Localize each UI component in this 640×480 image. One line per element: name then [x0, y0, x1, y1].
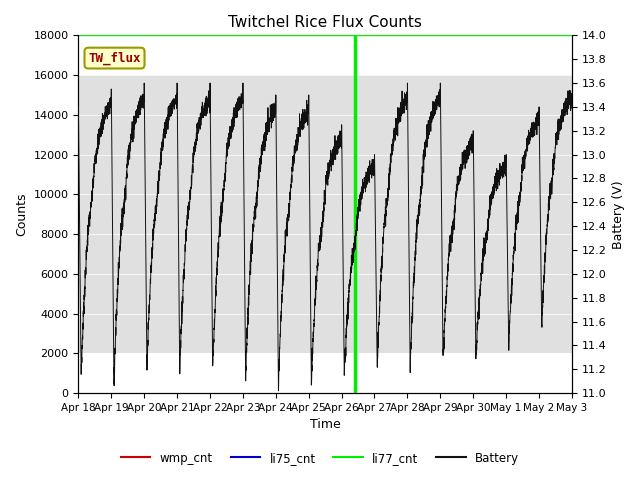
Title: Twitchel Rice Flux Counts: Twitchel Rice Flux Counts: [228, 15, 422, 30]
Legend: wmp_cnt, li75_cnt, li77_cnt, Battery: wmp_cnt, li75_cnt, li77_cnt, Battery: [116, 447, 524, 469]
X-axis label: Time: Time: [310, 419, 340, 432]
Bar: [79, 75, 572, 353]
Y-axis label: Battery (V): Battery (V): [612, 180, 625, 249]
Text: TW_flux: TW_flux: [88, 51, 141, 65]
Y-axis label: Counts: Counts: [15, 192, 28, 236]
